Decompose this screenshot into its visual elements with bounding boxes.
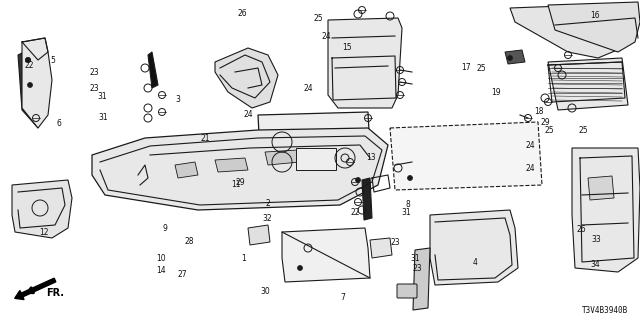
Text: 34: 34 (590, 260, 600, 269)
Text: 24: 24 (525, 164, 535, 173)
Polygon shape (505, 50, 525, 64)
Polygon shape (215, 48, 278, 108)
Text: 29: 29 (235, 178, 245, 187)
Text: 24: 24 (525, 141, 535, 150)
Text: 4: 4 (472, 258, 477, 267)
Text: 22: 22 (24, 61, 33, 70)
Text: 23: 23 (412, 264, 422, 273)
Text: 17: 17 (461, 63, 471, 72)
Text: 26: 26 (237, 9, 247, 18)
Polygon shape (390, 122, 542, 190)
Text: FR.: FR. (46, 288, 64, 298)
Text: 30: 30 (260, 287, 271, 296)
Text: 3: 3 (175, 95, 180, 104)
Text: 2: 2 (265, 199, 270, 208)
Text: 1: 1 (241, 254, 246, 263)
Polygon shape (548, 2, 640, 52)
Text: 24: 24 (321, 32, 332, 41)
Text: 31: 31 (97, 92, 108, 101)
Polygon shape (215, 158, 248, 172)
Polygon shape (12, 180, 72, 238)
Text: 24: 24 (303, 84, 314, 93)
Circle shape (298, 266, 303, 270)
Text: 11: 11 (231, 180, 240, 189)
Polygon shape (362, 178, 372, 220)
Text: 10: 10 (156, 254, 166, 263)
Text: 32: 32 (262, 214, 273, 223)
Polygon shape (548, 58, 628, 110)
Polygon shape (22, 38, 52, 128)
Polygon shape (370, 238, 392, 258)
Text: 16: 16 (590, 11, 600, 20)
Polygon shape (248, 225, 270, 245)
Text: 25: 25 (579, 126, 589, 135)
Polygon shape (258, 112, 372, 192)
Circle shape (28, 83, 33, 87)
Text: 12: 12 (39, 228, 48, 237)
Text: 8: 8 (406, 200, 411, 209)
FancyArrow shape (15, 278, 56, 300)
Text: 15: 15 (342, 43, 352, 52)
Text: 27: 27 (177, 270, 188, 279)
Text: 33: 33 (591, 235, 602, 244)
FancyBboxPatch shape (397, 284, 417, 298)
Text: 19: 19 (491, 88, 501, 97)
Text: 9: 9 (163, 224, 168, 233)
Text: 31: 31 (401, 208, 411, 217)
Text: 24: 24 (243, 110, 253, 119)
Text: 21: 21 (200, 134, 209, 143)
Text: 5: 5 (50, 56, 55, 65)
Circle shape (508, 55, 513, 60)
Circle shape (355, 178, 360, 182)
Text: 14: 14 (156, 266, 166, 275)
Text: T3V4B3940B: T3V4B3940B (582, 306, 628, 315)
Polygon shape (588, 176, 614, 200)
Polygon shape (328, 18, 402, 108)
Text: 25: 25 (476, 64, 486, 73)
Polygon shape (282, 228, 370, 282)
Text: 29: 29 (540, 118, 550, 127)
Polygon shape (413, 248, 430, 310)
Circle shape (26, 58, 31, 62)
Polygon shape (148, 52, 158, 88)
Text: 13: 13 (366, 153, 376, 162)
Polygon shape (510, 5, 628, 58)
Text: 23: 23 (390, 238, 401, 247)
Circle shape (26, 58, 31, 62)
Text: 31: 31 (99, 113, 109, 122)
Polygon shape (175, 162, 198, 178)
Text: 25: 25 (544, 126, 554, 135)
Text: 18: 18 (534, 107, 543, 116)
Text: 26: 26 (576, 225, 586, 234)
Text: 22: 22 (351, 208, 360, 217)
Text: 25: 25 (314, 14, 324, 23)
Text: 23: 23 (90, 84, 100, 93)
Text: 31: 31 (410, 254, 420, 263)
Circle shape (408, 175, 413, 180)
Polygon shape (572, 148, 640, 272)
Text: 28: 28 (184, 237, 193, 246)
Text: 6: 6 (56, 119, 61, 128)
FancyBboxPatch shape (296, 148, 336, 170)
Polygon shape (92, 128, 388, 210)
Polygon shape (265, 150, 300, 165)
Text: 7: 7 (340, 293, 345, 302)
Polygon shape (430, 210, 518, 285)
Text: 23: 23 (90, 68, 100, 77)
Polygon shape (18, 48, 42, 128)
